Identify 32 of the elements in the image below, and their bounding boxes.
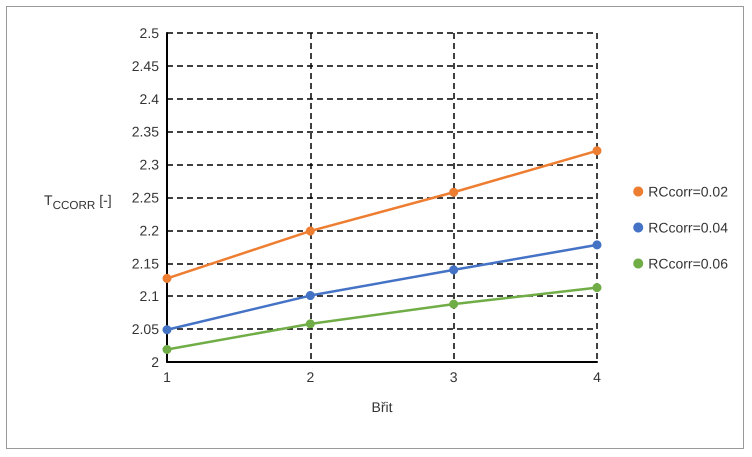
y-tick-label: 2.05 (132, 321, 160, 338)
y-tick-label: 2.25 (132, 190, 160, 206)
point (306, 291, 315, 300)
point (162, 345, 172, 354)
y-tick-label: 2.35 (132, 124, 160, 140)
y-tick-label: 2.15 (132, 255, 160, 272)
y-tick-label: 2.1 (140, 288, 160, 304)
point (306, 226, 315, 236)
x-tick-label: 1 (163, 369, 172, 385)
x-tick-label: 2 (306, 369, 314, 385)
legend-label: RCcorr=0.06 (648, 256, 728, 272)
y-tick-label: 2.45 (132, 58, 160, 74)
point (449, 300, 458, 309)
point (449, 265, 458, 274)
y-axis-title: T$_{CCORR}$ [-] (44, 192, 112, 212)
y-tick-label: 2 (151, 354, 160, 370)
legend-label: RCcorr=0.02 (648, 184, 728, 200)
point (592, 146, 602, 156)
x-tick-label: 4 (593, 369, 602, 385)
point (162, 325, 172, 334)
x-tick-label: 3 (450, 369, 458, 385)
y-tick-label: 2.5 (140, 25, 160, 41)
x-axis-title: Břit (372, 399, 393, 415)
y-tick-label: 2.4 (140, 90, 160, 107)
point (306, 319, 315, 328)
point (592, 283, 602, 292)
legend-label: RCcorr=0.04 (648, 220, 728, 236)
point (592, 240, 602, 250)
point (449, 188, 458, 197)
y-tick-label: 2.3 (140, 156, 160, 173)
y-tick-label: 2.2 (140, 222, 160, 238)
point (162, 274, 172, 283)
